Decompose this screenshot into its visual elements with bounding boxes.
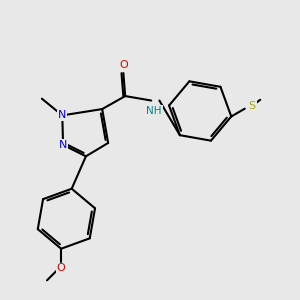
Text: O: O (119, 60, 128, 70)
Text: NH: NH (146, 106, 162, 116)
Text: O: O (57, 263, 65, 273)
Text: N: N (58, 110, 67, 120)
Text: N: N (59, 140, 67, 150)
Text: S: S (249, 101, 256, 111)
